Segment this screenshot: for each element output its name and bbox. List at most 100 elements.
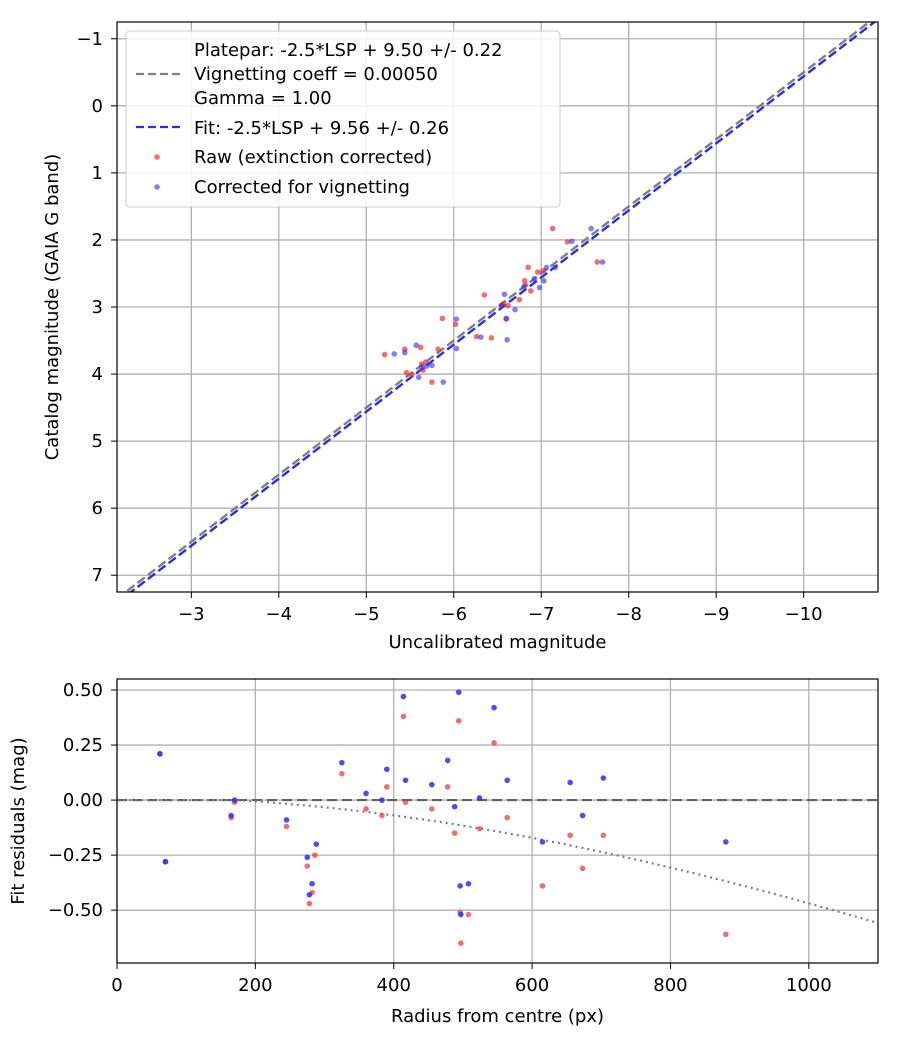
corrected-point — [541, 278, 547, 284]
corrected-point — [478, 334, 484, 340]
bottom-x-tick-label: 0 — [111, 975, 122, 996]
top-x-tick-label: −5 — [353, 604, 380, 625]
raw-residual-point — [579, 865, 586, 872]
legend-raw-marker — [154, 154, 160, 160]
bottom-x-tick-label: 400 — [377, 975, 411, 996]
raw-residual-point — [723, 931, 729, 938]
corrected-point — [419, 364, 426, 371]
raw-point — [516, 296, 523, 303]
corrected-point — [543, 264, 550, 271]
corrected-residual-point — [451, 803, 458, 810]
corrected-point — [504, 337, 510, 343]
bottom-tick-labels: 0 200 400 600 800 1000 0.50 0.25 0.00 −0.25 −0.50 — [48, 680, 832, 996]
top-x-tick-label: −6 — [440, 604, 467, 625]
raw-residual-point — [491, 740, 497, 746]
top-x-tick-label: −8 — [615, 604, 642, 625]
raw-point — [527, 288, 534, 294]
corrected-residual-point — [428, 781, 435, 788]
corrected-residual-point — [504, 777, 510, 784]
raw-point — [549, 225, 556, 232]
bottom-y-tick-label: 0.50 — [63, 680, 103, 701]
raw-residual-point — [451, 830, 458, 836]
bottom-y-tick-label: −0.50 — [48, 900, 103, 921]
corrected-point — [391, 351, 398, 357]
corrected-residual-point — [379, 797, 385, 803]
raw-residual-point — [306, 900, 313, 907]
corrected-point — [413, 342, 419, 349]
raw-residual-point — [458, 940, 464, 946]
corrected-residual-point — [363, 790, 369, 797]
top-x-tick-label: −9 — [703, 604, 730, 625]
corrected-residual-point — [455, 689, 462, 696]
raw-residual-point — [465, 911, 472, 918]
top-y-tick-label: 1 — [92, 163, 103, 184]
corrected-point — [599, 259, 606, 265]
raw-residual-point — [339, 770, 345, 777]
top-y-tick-label: 6 — [92, 498, 103, 519]
corrected-point — [415, 374, 422, 381]
top-y-tick-label: 5 — [92, 431, 103, 452]
top-y-tick-label: 0 — [92, 96, 103, 117]
top-x-axis-label: Uncalibrated magnitude — [388, 632, 606, 653]
corrected-residual-point — [283, 817, 290, 823]
corrected-point — [453, 316, 460, 322]
corrected-residual-point — [157, 751, 163, 757]
legend-fit-label: Fit: -2.5*LSP + 9.56 +/- 0.26 — [194, 118, 449, 139]
bottom-y-axis-label: Fit residuals (mag) — [8, 737, 29, 904]
corrected-point — [512, 306, 518, 313]
raw-point — [439, 315, 446, 322]
corrected-residual-point — [465, 880, 472, 887]
top-x-tick-label: −10 — [785, 604, 823, 625]
raw-residual-point — [476, 825, 483, 832]
raw-point — [435, 346, 441, 353]
corrected-point — [401, 349, 408, 356]
raw-residual-point — [539, 883, 546, 889]
bottom-x-tick-label: 200 — [238, 975, 272, 996]
corrected-residual-point — [339, 759, 345, 766]
bottom-x-tick-label: 600 — [515, 975, 549, 996]
corrected-point — [429, 362, 435, 369]
raw-residual-point — [567, 832, 573, 839]
top-y-tick-label: 2 — [92, 230, 103, 251]
raw-point — [525, 264, 531, 271]
raw-point — [381, 351, 388, 358]
corrected-residual-point — [579, 812, 586, 819]
corrected-residual-point — [162, 858, 169, 865]
raw-point — [417, 344, 424, 351]
platepar-line — [123, 22, 872, 592]
corrected-residual-point — [384, 766, 390, 773]
corrected-residual-point — [539, 839, 546, 845]
corrected-residual-point — [304, 854, 311, 861]
corrected-residual-point — [309, 880, 315, 887]
raw-point — [564, 239, 571, 245]
legend-platepar-label: Platepar: -2.5*LSP + 9.50 +/- 0.22 — [194, 40, 503, 61]
residuals-plot: 0 200 400 600 800 10000.500.250.00−0.25−0.50 … — [8, 678, 879, 1027]
legend-box — [125, 30, 561, 208]
corrected-residual-point — [567, 779, 573, 786]
corrected-point — [569, 238, 575, 245]
raw-residual-point — [379, 812, 385, 819]
corrected-residual-point — [476, 795, 483, 801]
raw-residual-point — [402, 799, 409, 806]
bottom-axes-frame — [116, 678, 879, 964]
raw-point — [594, 259, 601, 265]
top-fit-lines — [123, 22, 877, 592]
bottom-x-tick-label: 1000 — [786, 975, 832, 996]
bottom-reference-lines — [117, 798, 878, 925]
corrected-point — [552, 264, 559, 271]
raw-residual-point — [304, 863, 311, 869]
corrected-residual-point — [402, 777, 409, 784]
legend-corrected-label: Corrected for vignetting — [194, 177, 410, 198]
vignetting-curve — [117, 799, 878, 925]
raw-point — [403, 369, 410, 376]
bottom-y-tick-label: 0.00 — [63, 790, 103, 811]
top-scatter-points — [381, 225, 606, 385]
bottom-y-tick-label: 0.25 — [63, 735, 103, 756]
raw-point — [540, 267, 546, 274]
bottom-x-tick-label: 800 — [653, 975, 687, 996]
corrected-residual-point — [723, 839, 729, 845]
corrected-residual-point — [457, 883, 463, 889]
